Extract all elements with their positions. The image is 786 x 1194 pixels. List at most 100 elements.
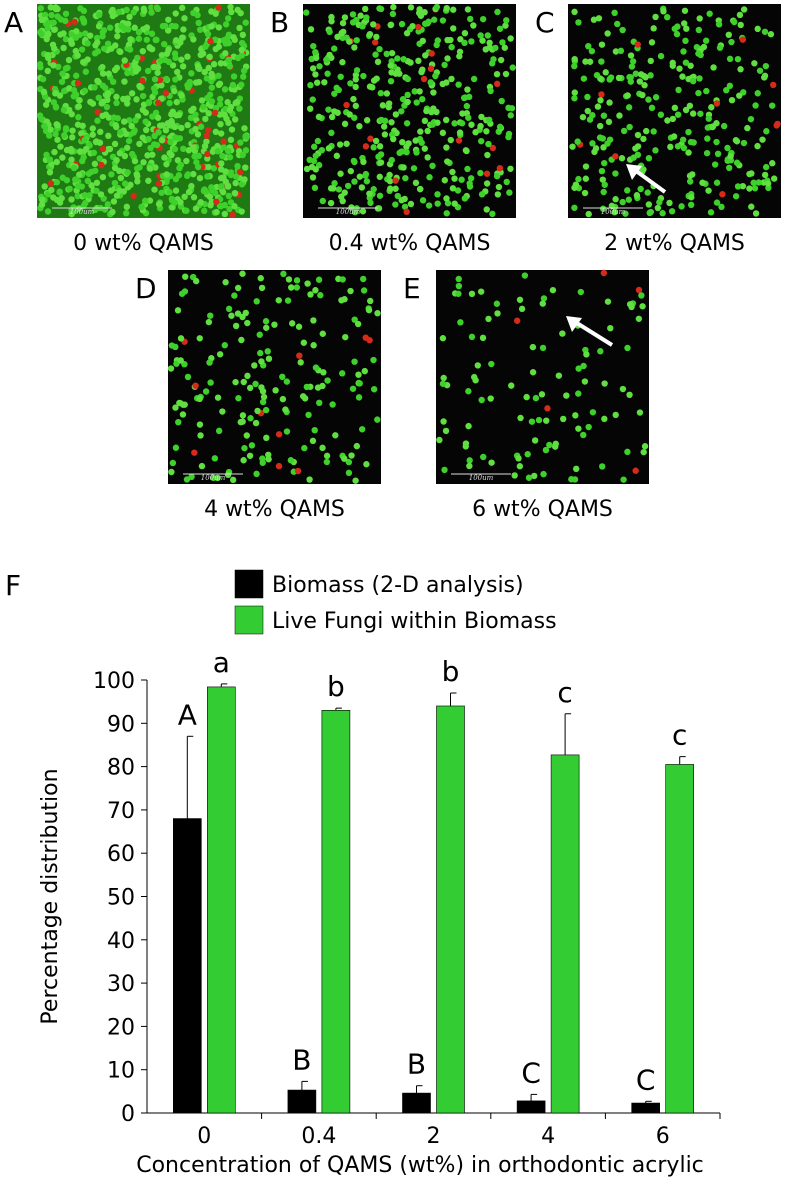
cell	[94, 117, 101, 124]
cell	[303, 383, 311, 391]
cell	[496, 25, 504, 32]
cell	[493, 80, 501, 88]
cell	[225, 305, 233, 313]
cell	[88, 182, 95, 189]
cell	[300, 339, 308, 346]
cell	[363, 178, 371, 185]
cell	[306, 156, 313, 164]
cell	[607, 74, 615, 81]
cell	[457, 319, 464, 326]
cell	[213, 198, 220, 205]
cell	[241, 444, 248, 452]
cell	[142, 126, 150, 134]
cell	[575, 365, 582, 372]
cell	[140, 159, 147, 166]
cell	[447, 136, 454, 144]
bar	[665, 764, 695, 1114]
cell	[157, 57, 164, 64]
cell	[213, 208, 220, 216]
cell	[354, 320, 362, 328]
cell	[288, 320, 296, 327]
cell	[134, 165, 141, 172]
cell	[477, 122, 484, 130]
cell	[139, 92, 147, 100]
cell	[263, 324, 270, 331]
cell	[74, 52, 81, 59]
cell	[358, 184, 366, 191]
cell	[42, 101, 50, 108]
cell	[429, 162, 436, 170]
cell	[657, 111, 665, 118]
cell	[66, 185, 73, 193]
cell	[336, 141, 344, 148]
cell	[175, 418, 182, 426]
bar	[402, 1092, 431, 1114]
cell	[236, 24, 243, 32]
cell	[264, 348, 271, 355]
cell	[57, 31, 64, 38]
cell	[360, 72, 367, 80]
cell	[754, 90, 761, 97]
cell	[461, 29, 469, 37]
significance-letter: B	[292, 1043, 311, 1076]
cell	[695, 26, 703, 34]
cell	[200, 103, 207, 111]
cell	[398, 20, 406, 28]
cell	[155, 180, 163, 187]
cell	[632, 145, 639, 152]
cell	[456, 48, 464, 55]
cell	[571, 89, 578, 96]
cell	[257, 275, 264, 282]
cell	[386, 177, 394, 185]
cell	[130, 192, 137, 200]
cell	[165, 16, 172, 23]
cell	[215, 24, 223, 31]
cell	[468, 121, 475, 128]
cell	[309, 437, 317, 445]
cell	[407, 4, 415, 11]
cell	[72, 34, 80, 41]
cell	[163, 171, 170, 178]
cell	[232, 322, 240, 330]
cell	[215, 43, 223, 50]
cell	[163, 161, 170, 168]
cell	[509, 64, 516, 71]
cell	[600, 269, 608, 277]
cell	[487, 87, 494, 95]
cell	[612, 411, 619, 419]
cell	[178, 124, 185, 132]
cell	[357, 12, 364, 19]
cell	[126, 117, 133, 124]
cell	[572, 412, 579, 419]
legend-swatch	[234, 605, 264, 635]
cell	[419, 197, 427, 204]
cell	[338, 370, 346, 377]
cell	[184, 53, 191, 60]
cell	[486, 39, 493, 46]
cell	[525, 474, 533, 481]
cell	[82, 199, 89, 207]
cell	[41, 11, 49, 19]
cell	[676, 65, 683, 72]
cell	[230, 73, 238, 80]
cell	[633, 192, 641, 199]
cell	[224, 15, 232, 22]
cell	[433, 108, 440, 116]
cell	[210, 165, 218, 172]
cell	[234, 6, 241, 14]
cell	[68, 196, 75, 203]
cell	[115, 8, 123, 16]
cell	[206, 53, 213, 61]
cell	[89, 131, 96, 138]
cell	[237, 139, 244, 146]
cell	[361, 367, 368, 375]
cell	[427, 65, 435, 72]
cell	[349, 385, 357, 392]
cell	[216, 80, 224, 87]
cell	[127, 36, 134, 43]
cell	[195, 78, 203, 86]
cell	[407, 59, 414, 66]
cell	[347, 80, 354, 87]
significance-letter: C	[636, 1063, 656, 1096]
cell	[75, 114, 82, 121]
